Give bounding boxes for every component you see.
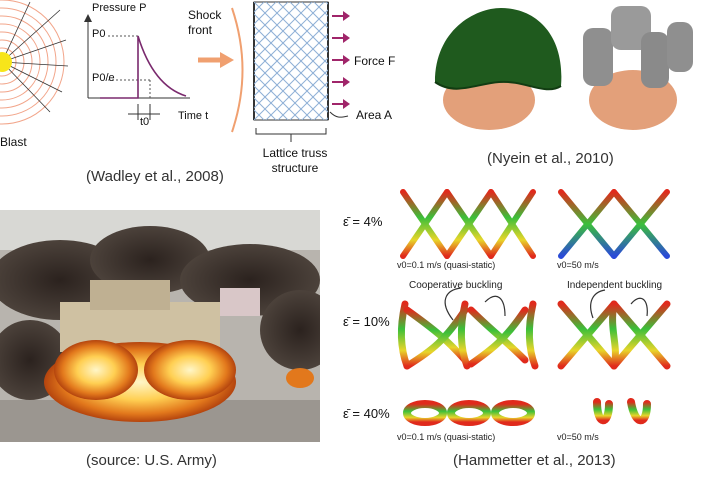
lattice-strut xyxy=(254,73,301,120)
shock-front-curve xyxy=(231,7,244,133)
p0e-label: P0/e xyxy=(92,72,115,84)
blast-rays xyxy=(1,1,69,113)
wadley-caption: (Wadley et al., 2008) xyxy=(86,168,224,185)
lattice-4pct-quasi xyxy=(400,189,536,259)
blast-diagram: Blast Pressure P P0 P0/e t0 Time t Shock… xyxy=(0,0,420,190)
v-label-4pct-fast: v0=50 m/s xyxy=(557,260,599,270)
lattice-10pct-quasi xyxy=(397,300,539,370)
cooperative-label: Cooperative buckling xyxy=(409,280,503,291)
lattice-label: Lattice truss structure xyxy=(262,146,328,175)
area-label: Area A xyxy=(356,108,393,122)
helmet-panel: (Nyein et al., 2010) xyxy=(415,0,708,190)
pressure-curve xyxy=(100,35,187,99)
lattice-strut xyxy=(254,33,328,109)
lattice-strut xyxy=(301,2,328,29)
fireball xyxy=(44,340,314,422)
lattice-strut xyxy=(254,21,328,97)
helmet-graphic xyxy=(434,6,693,130)
helmet-gray-model xyxy=(583,6,693,130)
lattice-strut xyxy=(277,69,328,120)
independent-label: Independent buckling xyxy=(567,280,663,291)
strain-label-2: ε̄ = 10% xyxy=(343,314,390,329)
lattice-truss xyxy=(253,1,329,121)
shock-front-label: Shock front xyxy=(188,8,222,37)
lattice-strut xyxy=(254,2,325,73)
lattice-4pct-fast xyxy=(558,189,670,259)
helmet-green-model xyxy=(434,8,562,130)
lattice-strut xyxy=(254,9,328,85)
lattice-strut xyxy=(254,2,289,37)
lattice-strut xyxy=(289,2,328,41)
lattice-40pct-fast xyxy=(557,398,673,432)
hammetter-caption: (Hammetter et al., 2013) xyxy=(453,452,616,469)
lattice-strut xyxy=(277,2,328,53)
v-label-40pct-quasi: v0=0.1 m/s (quasi-static) xyxy=(397,432,496,442)
force-arrows xyxy=(332,11,350,109)
blast-diagram-graphic xyxy=(0,0,350,142)
nyein-caption: (Nyein et al., 2010) xyxy=(487,150,614,167)
lattice-strut xyxy=(254,45,328,120)
lattice-strut xyxy=(254,2,277,25)
buckling-graphic xyxy=(397,189,673,432)
force-label: Force F xyxy=(354,54,396,68)
lattice-strut xyxy=(254,2,301,49)
lattice-strut xyxy=(254,61,313,120)
time-label: Time t xyxy=(178,110,209,122)
lattice-strut xyxy=(289,81,328,120)
buckling-arrows xyxy=(444,287,648,321)
army-caption: (source: U.S. Army) xyxy=(86,452,217,469)
lattice-strut xyxy=(254,85,289,120)
strain-label-3: ε̄ = 40% xyxy=(343,406,390,421)
t0-label: t0 xyxy=(140,116,150,128)
blast-core xyxy=(0,52,12,72)
lattice-strut xyxy=(301,93,328,120)
lattice-strut xyxy=(265,57,328,120)
explosion-graphic xyxy=(0,210,320,442)
v-label-4pct-quasi: v0=0.1 m/s (quasi-static) xyxy=(397,260,496,270)
lattice-40pct-quasi xyxy=(397,398,539,428)
buckling-panel: ε̄ = 4% ε̄ = 10% ε̄ = 40% xyxy=(335,180,708,477)
lattice-strut xyxy=(254,2,313,61)
strain-label-1: ε̄ = 4% xyxy=(343,214,383,229)
blast-label: Blast xyxy=(0,135,27,149)
explosion-photo xyxy=(0,210,320,442)
lattice-strut xyxy=(254,97,277,120)
lattice-10pct-fast xyxy=(557,300,671,370)
lattice-bracket xyxy=(255,128,327,142)
pressure-plot xyxy=(84,14,190,120)
v-label-40pct-fast: v0=50 m/s xyxy=(557,432,599,442)
pressure-label: Pressure P xyxy=(92,2,147,14)
p0-label: P0 xyxy=(92,28,106,40)
blast-rings xyxy=(0,0,65,125)
